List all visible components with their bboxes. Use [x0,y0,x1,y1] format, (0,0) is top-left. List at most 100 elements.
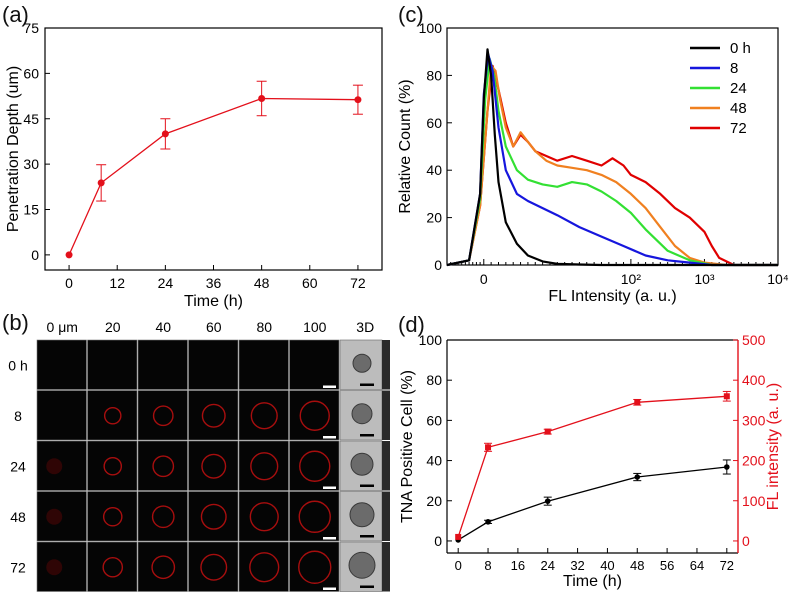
x-tick-label: 72 [720,558,734,573]
legend-label: 24 [730,80,747,97]
spheroid-shape [351,403,373,425]
data-point [455,533,462,540]
y-tick-label: 60 [23,65,39,81]
fluorescence-ring [200,503,227,530]
x-axis-label: Time (h) [184,293,243,310]
micrograph-tile [87,541,138,592]
fluorescence-ring [103,406,122,425]
fluorescence-haze [46,458,63,475]
y-tick-label: 0 [434,257,442,273]
micrograph-tile [36,339,87,390]
panel-label-a: (a) [2,2,29,27]
data-point [65,251,73,259]
y-tick-label: 40 [426,453,442,469]
data-point [724,464,730,470]
column-label: 40 [155,319,171,335]
chart-tna-positive: 0 8 16 24 32 40 48 56 64 72 0 20 40 60 80 100 0 100 200 300… [399,332,782,590]
y2-tick-label: 200 [742,453,766,469]
x-tick-label: 72 [350,275,366,291]
series-line-0 [446,48,778,267]
column-label: 100 [303,319,327,335]
legend-label: 48 [730,100,747,117]
micrograph-tile [188,491,239,542]
y-tick-label: 45 [23,111,39,127]
series-line-2 [446,57,778,267]
fluorescence-ring [298,550,332,584]
y-axis-label: Penetration Depth (um) [5,66,22,232]
chart-fl-histogram: 0 10² 10³ 10⁴ 0 20 40 60 80 100 FL Intensity (a. u… [397,20,789,305]
fluorescence-ring [152,405,174,427]
legend-label: 0 h [730,40,751,57]
fluorescence-ring [152,455,175,478]
micrograph-tile [238,390,289,441]
data-point [485,444,492,451]
x-tick-label: 60 [302,275,318,291]
fluorescence-ring [299,450,331,482]
micrograph-tile [289,541,340,592]
x-tick-label: 10³ [694,271,715,287]
y-axis-label: Relative Count (%) [397,79,414,213]
plot-frame [44,27,383,271]
micrograph-tile [188,390,239,441]
x-tick-label: 10⁴ [767,271,789,287]
fluorescence-haze [46,559,63,576]
fluorescence-ring [201,453,227,479]
y-tick-label: 0 [434,533,442,549]
micrograph-tile [289,339,340,390]
fluorescence-haze [46,508,63,525]
render-3d-side [382,491,390,541]
x-tick-label: 48 [630,558,644,573]
fluorescence-ring [249,552,280,583]
x-tick-label: 10² [621,271,642,287]
fluorescence-ring [102,506,123,527]
micrograph-grid: 0 μm 20 40 60 80 100 3D 0 h 8 24 48 72 [8,319,390,592]
x-tick-label: 24 [158,275,174,291]
y-tick-label: 15 [23,202,39,218]
x-tick-label: 16 [511,558,525,573]
chart-penetration-depth: 0 12 24 36 48 60 72 0 15 30 45 60 75 Time (h) Penetrat… [5,20,383,310]
x-tick-label: 40 [600,558,614,573]
micrograph-tile [188,440,239,491]
scale-bar [360,434,374,437]
row-label: 0 h [8,357,27,373]
x-tick-label: 36 [206,275,222,291]
fluorescence-ring [151,555,176,580]
x-axis-label: FL Intensity (a. u.) [548,288,676,305]
y-tick-label: 20 [426,210,442,226]
data-point [544,428,551,435]
x-tick-label: 32 [570,558,584,573]
column-label: 3D [356,319,374,335]
y-tick-label: 40 [426,162,442,178]
data-point [723,393,730,400]
scale-bar [323,385,336,388]
micrograph-tile [137,491,188,542]
spheroid-shape [352,353,372,373]
legend-label: 72 [730,120,747,137]
micrograph-tile [238,541,289,592]
micrograph-tile [36,390,87,441]
render-3d-side [382,542,390,592]
y-tick-label: 80 [426,372,442,388]
micrograph-tile [137,339,188,390]
scale-bar [323,486,336,489]
micrograph-tile [137,440,188,491]
scale-bar [360,383,374,386]
column-label: 0 μm [47,319,78,335]
x-tick-label: 8 [484,558,491,573]
fluorescence-ring [200,553,228,581]
micrograph-tile [238,339,289,390]
render-3d-side [382,441,390,491]
x-tick-label: 12 [109,275,125,291]
y-tick-label: 75 [23,20,39,36]
series-line-1 [457,395,727,538]
data-point [97,179,105,187]
micrograph-tile [87,440,138,491]
panel-label-b: (b) [2,310,29,335]
x-tick-label: 24 [540,558,554,573]
data-point [258,94,266,102]
y-tick-label: 30 [23,156,39,172]
row-label: 48 [10,509,26,525]
micrograph-tile [238,440,289,491]
micrograph-tile [289,491,340,542]
